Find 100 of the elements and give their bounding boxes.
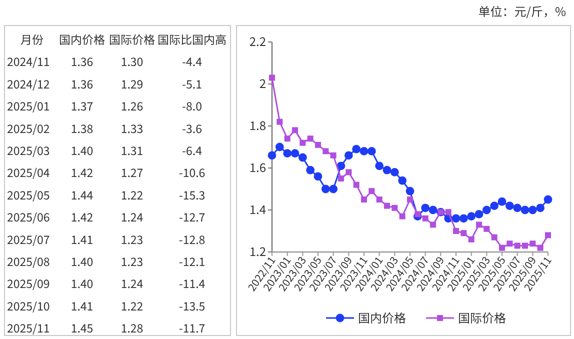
point	[292, 127, 298, 134]
point	[505, 202, 514, 210]
point	[482, 206, 491, 214]
point	[476, 222, 482, 228]
category-label: 2025/11	[7, 320, 50, 337]
point	[491, 234, 498, 240]
category-label: 2025/07	[7, 232, 50, 248]
data-label: 1.42	[70, 165, 94, 182]
point	[506, 240, 513, 247]
point	[322, 148, 329, 154]
data-label: -5.1	[182, 76, 202, 92]
point	[329, 184, 338, 194]
point	[468, 236, 474, 242]
point	[392, 204, 398, 211]
point	[298, 153, 307, 162]
point	[445, 209, 452, 216]
point	[330, 152, 336, 158]
data-label: -12.8	[178, 232, 206, 248]
data-label: 1.31	[120, 143, 144, 159]
data-label: -3.6	[182, 120, 202, 137]
point	[276, 118, 283, 125]
point	[398, 176, 407, 185]
point	[422, 215, 428, 222]
data-label: 1.40	[70, 276, 94, 292]
data-label: 1.40	[70, 254, 94, 270]
point	[421, 204, 430, 212]
point	[513, 204, 522, 212]
point	[498, 197, 506, 206]
point	[460, 230, 467, 236]
point	[306, 166, 315, 174]
y-tick-label: 1.2	[249, 243, 266, 260]
point	[428, 206, 438, 214]
data-label: 1.29	[120, 76, 144, 92]
data-label: 1.23	[120, 254, 144, 270]
data-label: 1.23	[120, 232, 144, 248]
data-label: 1.41	[70, 298, 94, 314]
point	[269, 74, 275, 81]
point	[467, 212, 476, 220]
point	[344, 151, 353, 160]
data-label: 1.38	[70, 120, 94, 137]
legend-label: 国际价格	[458, 310, 506, 326]
point	[399, 213, 406, 220]
point	[453, 228, 459, 234]
data-label: 1.28	[120, 320, 144, 337]
point	[536, 204, 545, 212]
data-label: 1.41	[70, 232, 94, 248]
category-label: 2024/12	[7, 76, 50, 92]
text: 国内价格	[59, 32, 106, 48]
data-label: 1.24	[120, 210, 144, 226]
point	[430, 222, 436, 228]
point	[452, 214, 460, 223]
category-label: 2025/03	[7, 143, 50, 159]
point	[336, 162, 346, 170]
data-label: -15.3	[178, 187, 206, 204]
y-tick-label: 2.2	[249, 33, 266, 50]
data-label: -6.4	[182, 143, 203, 159]
point	[346, 169, 352, 176]
legend-label: 国内价格	[358, 310, 406, 326]
data-label: 1.36	[70, 76, 94, 92]
data-label: 1.26	[120, 98, 144, 115]
point	[407, 196, 413, 202]
data-label: -12.7	[178, 210, 206, 226]
point	[284, 136, 290, 142]
point	[275, 142, 284, 152]
point	[484, 226, 490, 232]
point	[528, 206, 537, 214]
point	[544, 195, 552, 204]
data-label: -11.7	[178, 320, 206, 337]
y-tick-label: 1.4	[249, 201, 266, 218]
point	[514, 242, 520, 249]
point	[268, 151, 276, 160]
point	[360, 147, 368, 156]
data-label: 1.42	[70, 210, 94, 226]
data-label: 1.22	[120, 298, 144, 314]
data-label: 1.24	[120, 276, 144, 292]
y-tick-label: 1.8	[249, 117, 266, 134]
data-label: 1.40	[70, 143, 94, 159]
point	[338, 176, 344, 182]
data-label: -8.0	[182, 98, 202, 115]
data-label: -12.1	[178, 254, 206, 270]
data-label: 1.45	[70, 320, 94, 337]
data-label: 1.37	[70, 98, 94, 115]
point	[499, 244, 505, 251]
point	[300, 140, 306, 146]
point	[530, 240, 536, 247]
category-label: 2025/08	[7, 254, 50, 270]
point	[545, 232, 551, 238]
point	[520, 206, 530, 214]
data-label: 1.27	[120, 165, 144, 182]
text: 单位：元/斤，%	[478, 3, 566, 20]
text: 国际比国内高	[158, 32, 226, 48]
point	[368, 188, 375, 194]
category-label: 2024/11	[7, 54, 50, 70]
point	[352, 144, 361, 154]
point	[290, 149, 300, 158]
point	[522, 242, 528, 249]
data-label: -4.4	[182, 54, 203, 70]
category-label: 2025/05	[7, 187, 50, 204]
y-tick-label: 2	[259, 75, 266, 92]
text: 月份	[20, 32, 44, 48]
